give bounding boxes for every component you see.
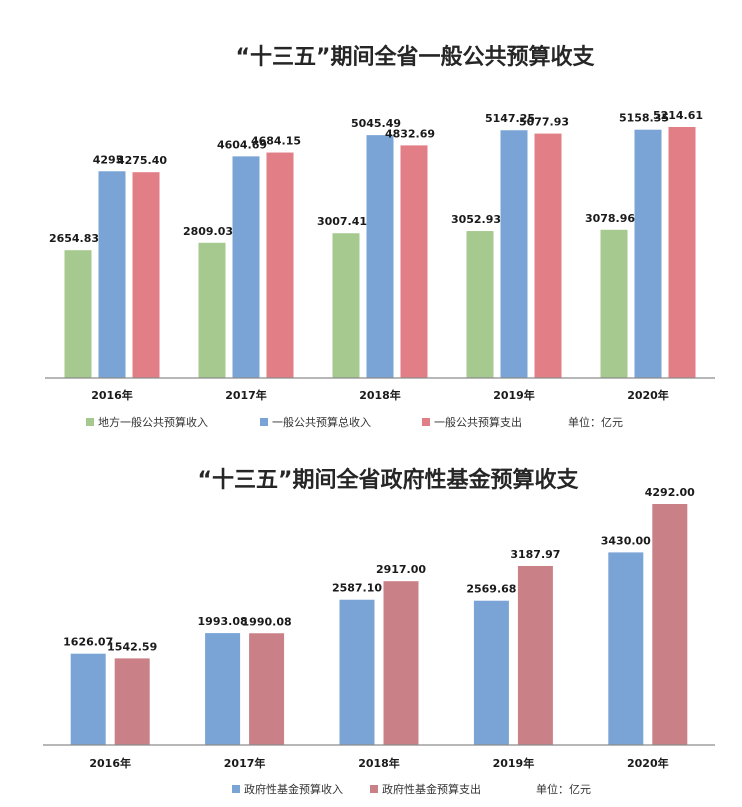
bar-2-4 [500,130,528,378]
data-label: 5045.49 [351,117,401,130]
data-label: 4832.69 [385,127,435,140]
bar-2-2 [232,156,260,378]
chart-title: “十三五”期间全省一般公共预算收支 [236,44,596,70]
data-label: 5147.25 [485,112,535,125]
data-label: 3078.96 [585,212,635,225]
legend-label-1: 地方一般公共预算收入 [98,415,208,429]
data-label: 2917.00 [376,563,426,576]
data-label: 2654.83 [49,232,99,245]
data-label: 5158.35 [619,112,669,125]
legend-swatch-1 [232,785,240,793]
data-label: 3007.41 [317,215,367,228]
bar-2-4 [517,565,553,745]
legend-label-1: 政府性基金预算收入 [244,782,343,796]
bar-3-3 [400,145,428,378]
legend-label-2: 政府性基金预算支出 [382,782,481,796]
bar-2-1 [114,658,150,745]
bar-1-4 [473,600,509,745]
data-label: 3430.00 [601,534,651,547]
bar-3-4 [534,133,562,378]
x-tick-label: 2020年 [627,756,669,770]
data-label: 4275.40 [117,154,167,167]
data-label: 2569.68 [466,583,516,596]
x-tick-label: 2016年 [89,756,131,770]
bar-1-1 [64,250,92,378]
bar-1-1 [70,653,106,745]
data-label: 1542.59 [107,640,157,653]
legend-swatch-2 [370,785,378,793]
bar-2-3 [383,581,419,745]
bar-3-5 [668,127,696,378]
bar-1-2 [198,242,226,378]
x-tick-label: 2017年 [225,388,267,402]
bar-1-5 [608,552,644,745]
data-label: 5077.93 [519,116,569,129]
legend-label-3: 一般公共预算支出 [434,415,522,429]
bar-1-3 [332,233,360,378]
bar-2-1 [98,171,126,378]
bar-1-3 [339,599,375,745]
x-tick-label: 2017年 [224,756,266,770]
data-label: 5214.61 [653,109,703,122]
bar-1-4 [466,231,494,378]
data-label: 1990.08 [242,615,292,628]
legend-swatch-2 [260,418,268,426]
data-label: 4295 [93,153,124,166]
legend-swatch-3 [422,418,430,426]
data-label: 4684.15 [251,135,301,148]
x-tick-label: 2019年 [493,388,535,402]
x-tick-label: 2020年 [627,388,669,402]
bar-2-5 [634,129,662,378]
data-label: 3187.97 [510,548,560,561]
bar-2-3 [366,135,394,378]
data-label: 1993.08 [198,615,248,628]
unit-note: 单位：亿元 [568,415,623,429]
x-tick-label: 2019年 [493,756,535,770]
data-label: 2809.03 [183,225,233,238]
data-label: 2587.10 [332,582,382,595]
x-tick-label: 2018年 [359,388,401,402]
data-label: 1626.07 [63,636,113,649]
bar-1-5 [600,229,628,378]
legend-swatch-1 [86,418,94,426]
legend-label-2: 一般公共预算总收入 [272,415,371,429]
data-label: 4604.69 [217,138,267,151]
data-label: 3052.93 [451,213,501,226]
bar-3-1 [132,172,160,378]
bar-1-2 [205,633,241,745]
bar-3-2 [266,152,294,378]
data-label: 4292.00 [645,486,695,499]
unit-note: 单位：亿元 [536,782,591,796]
x-tick-label: 2018年 [358,756,400,770]
chart-title: “十三五”期间全省政府性基金预算收支 [198,467,580,493]
x-tick-label: 2016年 [91,388,133,402]
bar-2-5 [652,504,688,745]
bar-2-2 [249,633,285,745]
